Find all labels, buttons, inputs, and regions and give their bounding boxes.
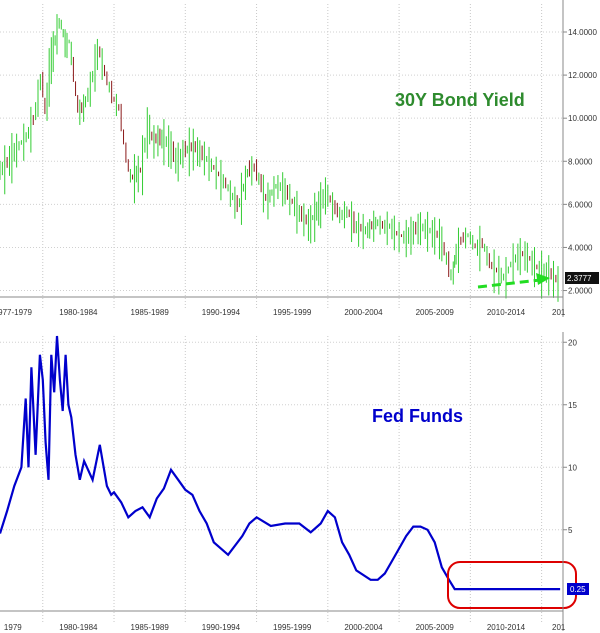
top-x-axis: 1977-1979 1980-1984 1985-1989 1990-1994 1995… (0, 296, 566, 317)
top-y-tick-label: 10.0000 (568, 114, 597, 123)
bottom-y-axis: 20 15 10 5 (562, 332, 577, 631)
bottom-x-tick-label: 2000-2004 (344, 623, 383, 632)
top-x-tick-label: 1977-1979 (0, 308, 33, 317)
bottom-y-tick-label: 5 (568, 526, 573, 535)
top-x-tick-label: 2005-2009 (416, 308, 455, 317)
bottom-panel-annotation: Fed Funds (372, 406, 463, 426)
top-y-tick-label: 14.0000 (568, 28, 597, 37)
bottom-x-tick-label: 1995-1999 (273, 623, 312, 632)
trend-arrow-head (536, 273, 550, 285)
bottom-x-tick-label: 201 (552, 623, 566, 632)
top-x-tick-label: 201 (552, 308, 566, 317)
top-y-tick-label: 6.0000 (568, 200, 593, 209)
bottom-panel-background (0, 336, 563, 611)
top-x-tick-label: 1995-1999 (273, 308, 312, 317)
bond-yield-last-value-badge (565, 272, 599, 284)
bottom-x-tick-label: 1990-1994 (202, 623, 241, 632)
top-y-tick-label: 8.0000 (568, 157, 593, 166)
top-x-tick-label: 1990-1994 (202, 308, 241, 317)
bottom-panel-grid (0, 336, 563, 623)
top-y-tick-label: 12.0000 (568, 71, 597, 80)
bottom-y-tick-label: 20 (568, 338, 577, 347)
top-y-tick-label: 4.0000 (568, 243, 593, 252)
bottom-y-tick-label: 10 (568, 463, 577, 472)
top-x-tick-label: 1985-1989 (131, 308, 170, 317)
bottom-x-tick-label: 2005-2009 (416, 623, 455, 632)
fed-funds-line (0, 335, 561, 591)
bottom-y-tick-label: 15 (568, 401, 577, 410)
bottom-x-tick-label: 1979 (4, 623, 22, 632)
bond-yield-last-value-label: 2.3777 (567, 274, 592, 283)
top-x-tick-label: 2010-2014 (487, 308, 526, 317)
bottom-x-tick-label: 1980-1984 (59, 623, 98, 632)
top-x-tick-label: 1980-1984 (59, 308, 98, 317)
bottom-x-tick-label: 1985-1989 (131, 623, 170, 632)
fed-funds-last-value-badge (567, 583, 589, 595)
top-y-tick-label: 2.0000 (568, 287, 593, 296)
bottom-x-tick-label: 2010-2014 (487, 623, 526, 632)
top-panel-grid (0, 4, 563, 309)
bond-yield-candles (0, 14, 559, 302)
fed-funds-series-line (0, 335, 561, 591)
top-y-axis: 14.0000 12.0000 10.0000 8.0000 6.0000 4.0000 2… (562, 0, 597, 317)
top-panel-annotation: 30Y Bond Yield (395, 90, 525, 110)
bottom-x-axis: 1979 1980-1984 1985-1989 1990-1994 1995-1999… (0, 610, 566, 632)
top-panel-background (0, 0, 563, 297)
trend-arrow-shaft (477, 278, 541, 289)
top-x-tick-label: 2000-2004 (344, 308, 383, 317)
fed-funds-last-value-label: 0.25 (570, 585, 586, 594)
